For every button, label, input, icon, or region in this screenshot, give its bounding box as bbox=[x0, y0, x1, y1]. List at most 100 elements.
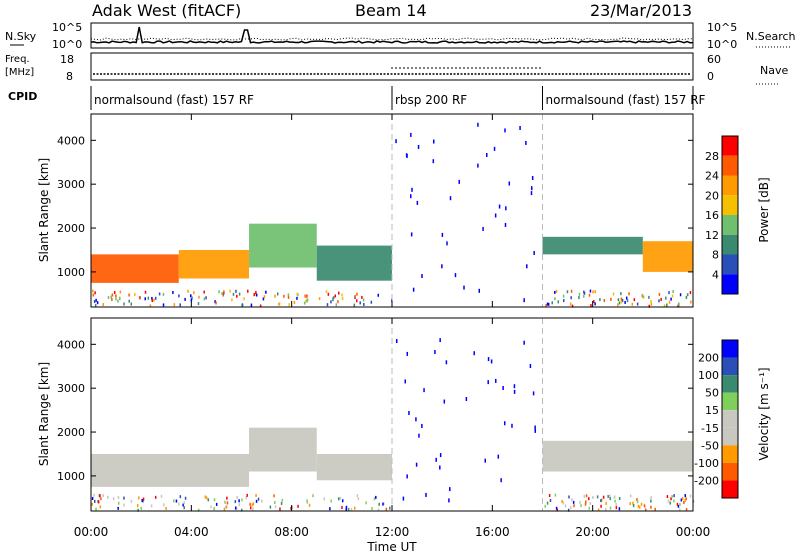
scatter-band bbox=[249, 427, 317, 472]
nsky-frame bbox=[90, 22, 694, 49]
noise-point bbox=[337, 497, 340, 501]
noise-point bbox=[112, 497, 115, 501]
noise-point bbox=[287, 295, 290, 299]
noise-point bbox=[111, 298, 113, 302]
noise-point bbox=[296, 296, 298, 300]
noise-point bbox=[668, 300, 671, 304]
noise-point bbox=[224, 501, 227, 505]
noise-point bbox=[641, 293, 644, 297]
noise-point bbox=[361, 295, 363, 299]
sparse-point bbox=[504, 222, 507, 227]
sparse-point bbox=[526, 264, 528, 269]
sparse-point bbox=[525, 140, 527, 145]
sparse-point bbox=[529, 364, 532, 369]
noise-point bbox=[215, 301, 217, 305]
noise-point bbox=[592, 496, 594, 500]
noise-point bbox=[107, 495, 109, 499]
noise-point bbox=[620, 297, 623, 301]
sparse-point bbox=[530, 191, 533, 196]
sparse-point bbox=[482, 226, 484, 231]
noise-point bbox=[573, 504, 575, 508]
sparse-point bbox=[410, 194, 412, 199]
noise-point bbox=[389, 506, 391, 510]
noise-point bbox=[182, 503, 184, 507]
noise-point bbox=[363, 302, 365, 306]
noise-point bbox=[339, 496, 342, 500]
noise-point bbox=[178, 502, 180, 506]
noise-point bbox=[144, 290, 147, 294]
noise-point bbox=[162, 292, 165, 296]
noise-point bbox=[618, 507, 621, 511]
noise-point bbox=[570, 506, 572, 510]
y-tick-label: 4000 bbox=[57, 338, 85, 351]
noise-point bbox=[332, 296, 335, 300]
cpid-strip: CPID normalsound (fast) 157 RF rbsp 200 R… bbox=[8, 86, 706, 110]
noise-point bbox=[578, 292, 581, 296]
cpid-segment-label: normalsound (fast) 157 RF bbox=[546, 93, 706, 107]
noise-point bbox=[172, 290, 174, 294]
y-tick-label: 2000 bbox=[57, 426, 85, 439]
noise-point bbox=[91, 502, 93, 506]
noise-point bbox=[144, 297, 146, 301]
date-title: 23/Mar/2013 bbox=[590, 1, 692, 20]
noise-point bbox=[571, 498, 573, 502]
noise-point bbox=[222, 293, 224, 297]
noise-point bbox=[568, 495, 570, 499]
colorbar-tick-label: 12 bbox=[705, 229, 719, 242]
noise-point bbox=[621, 298, 624, 302]
noise-point bbox=[323, 497, 326, 501]
noise-point bbox=[142, 499, 144, 503]
noise-point bbox=[609, 497, 611, 501]
noise-point bbox=[160, 494, 163, 498]
noise-point bbox=[231, 298, 233, 302]
noise-point bbox=[306, 499, 308, 503]
noise-point bbox=[210, 505, 212, 509]
noise-point bbox=[205, 296, 207, 300]
noise-point bbox=[241, 498, 243, 502]
noise-point bbox=[681, 497, 684, 501]
noise-point bbox=[362, 298, 365, 302]
noise-point bbox=[562, 299, 565, 303]
sparse-point bbox=[434, 350, 436, 355]
sparse-point bbox=[458, 179, 460, 184]
noise-point bbox=[610, 297, 612, 301]
noise-point bbox=[334, 294, 337, 298]
noise-point bbox=[92, 289, 94, 293]
sparse-point bbox=[484, 458, 487, 463]
noise-point bbox=[128, 293, 130, 297]
noise-point bbox=[571, 304, 574, 308]
noise-point bbox=[578, 296, 580, 300]
noise-point bbox=[238, 292, 241, 296]
noise-point bbox=[597, 508, 600, 512]
freq-tick-bottom: 8 bbox=[66, 70, 73, 83]
noise-point bbox=[589, 502, 592, 506]
sparse-point bbox=[533, 250, 535, 255]
noise-point bbox=[685, 497, 687, 501]
freq-tick-top: 18 bbox=[60, 53, 74, 66]
sparse-point bbox=[504, 128, 506, 133]
noise-point bbox=[162, 303, 165, 307]
noise-point bbox=[93, 493, 95, 497]
noise-point bbox=[615, 502, 617, 506]
noise-point bbox=[570, 296, 572, 300]
scatter-band bbox=[178, 249, 250, 279]
noise-point bbox=[96, 301, 99, 305]
noise-point bbox=[193, 291, 195, 295]
noise-point bbox=[130, 302, 133, 306]
sparse-point bbox=[404, 379, 407, 384]
noise-point bbox=[660, 297, 662, 301]
sparse-point bbox=[417, 144, 420, 149]
noise-point bbox=[686, 293, 689, 297]
noise-point bbox=[370, 300, 373, 304]
noise-point bbox=[128, 299, 130, 303]
noise-point bbox=[668, 291, 670, 295]
station-title: Adak West (fitACF) bbox=[92, 1, 241, 20]
noise-point bbox=[669, 501, 671, 505]
sparse-point bbox=[406, 351, 409, 356]
noise-point bbox=[585, 500, 587, 504]
sparse-point bbox=[443, 399, 446, 404]
noise-point bbox=[279, 507, 281, 511]
power-ylabel: Slant Range [km] bbox=[37, 158, 51, 262]
noise-point bbox=[572, 500, 575, 504]
noise-point bbox=[236, 294, 238, 298]
